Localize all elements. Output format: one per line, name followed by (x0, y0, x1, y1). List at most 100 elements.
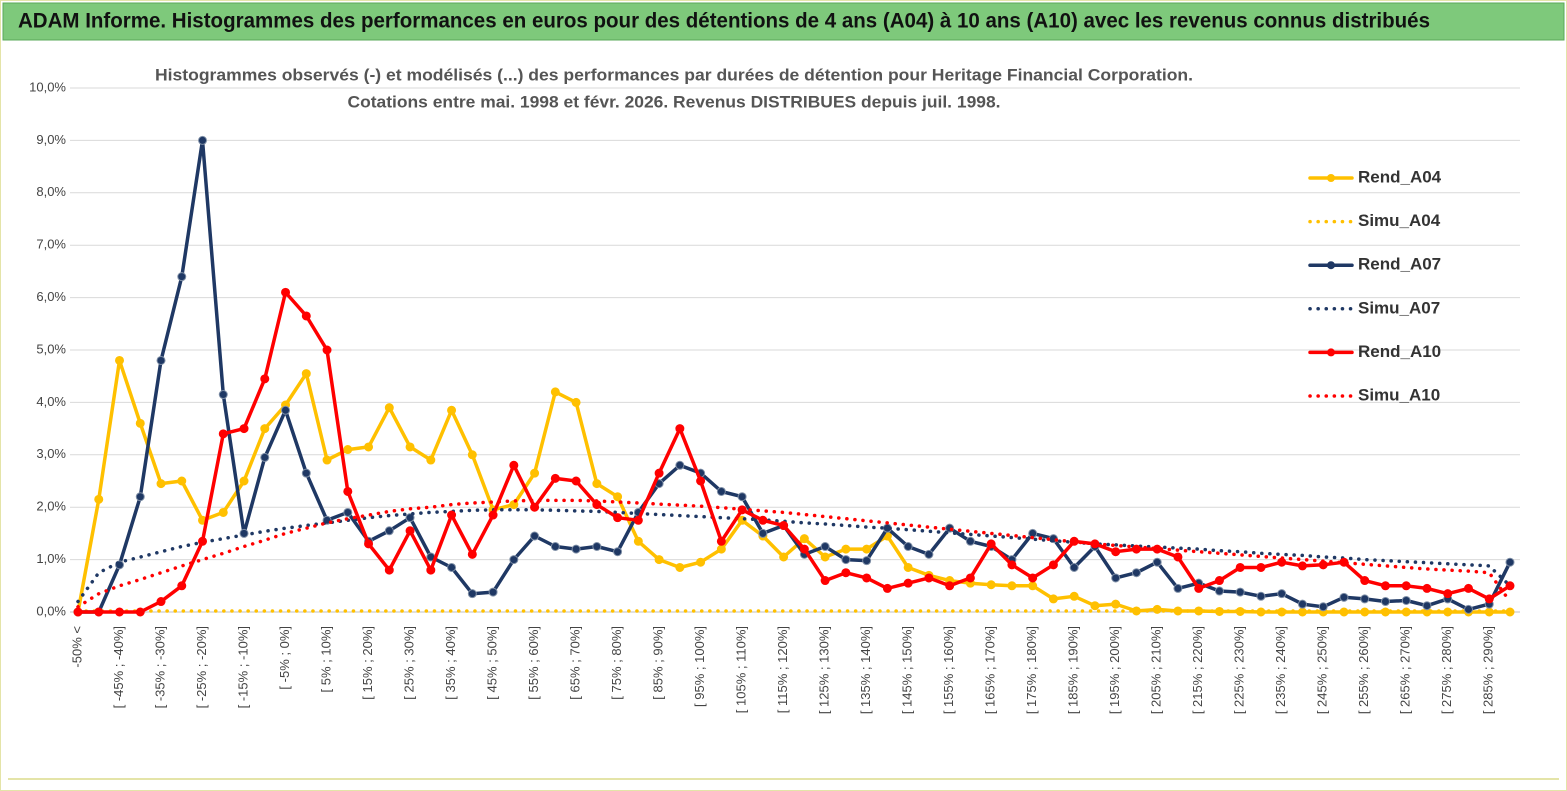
legend-marker (1327, 261, 1335, 270)
header-title: ADAM Informe. Histogrammes des performan… (18, 10, 1430, 33)
x-tick-label: [ 95% ; 100%] (692, 626, 707, 707)
y-tick-label: 3,0% (36, 446, 66, 461)
point (1360, 594, 1370, 604)
point (882, 583, 892, 593)
point (73, 607, 83, 617)
legend-marker (1327, 174, 1335, 182)
point (198, 135, 208, 145)
point (945, 581, 955, 591)
point (426, 565, 436, 575)
x-tick-label: [ 235% ; 240%] (1273, 626, 1288, 714)
x-tick-label: [ -5% ; 0%] (277, 626, 292, 690)
chart-subtitle: Histogrammes observés (-) et modélisés (… (155, 65, 1193, 84)
point (364, 442, 374, 452)
point (405, 442, 415, 452)
point (509, 555, 519, 565)
point (281, 287, 291, 297)
observed-line (76, 358, 1512, 614)
x-tick-label: [ 15% ; 20%] (360, 626, 375, 700)
point (1111, 573, 1121, 583)
point (1401, 595, 1411, 605)
point (550, 473, 560, 483)
point (571, 476, 581, 486)
point (1111, 547, 1121, 557)
x-tick-label: [ 245% ; 250%] (1315, 626, 1330, 714)
point (779, 552, 789, 562)
x-tick-label: [ 165% ; 170%] (983, 626, 998, 714)
point (467, 450, 477, 460)
point (1111, 599, 1121, 609)
observed-line (76, 290, 1512, 614)
y-tick-label: 7,0% (36, 237, 66, 252)
point (550, 542, 560, 551)
point (343, 486, 353, 496)
point (1339, 592, 1349, 602)
x-tick-label: [ 115% ; 120%] (775, 626, 790, 713)
y-tick-label: 5,0% (36, 341, 66, 356)
point (467, 589, 477, 599)
point (322, 455, 332, 465)
chart-subtitle: Cotations entre mai. 1998 et févr. 2026.… (348, 92, 1001, 111)
point (862, 573, 872, 583)
point (571, 397, 581, 407)
point (675, 562, 685, 572)
point (1214, 586, 1224, 596)
y-tick-label: 8,0% (36, 184, 66, 199)
legend-label: Simu_A04 (1358, 211, 1441, 230)
point (654, 468, 664, 478)
point (343, 445, 353, 455)
point (841, 544, 851, 554)
point (405, 513, 415, 523)
point (924, 549, 934, 559)
observed-line (76, 138, 1512, 614)
point (447, 405, 457, 415)
point (1256, 562, 1266, 572)
point (820, 542, 830, 551)
x-tick-label: [ 145% ; 150%] (900, 626, 915, 714)
x-tick-label: [ 135% ; 140%] (858, 626, 873, 714)
point (1505, 581, 1515, 591)
y-tick-label: 6,0% (36, 289, 66, 304)
point (592, 542, 602, 551)
point (1028, 581, 1038, 591)
x-tick-label: [ 175% ; 180%] (1024, 626, 1039, 714)
point (1048, 594, 1058, 604)
point (675, 424, 685, 434)
point (675, 460, 685, 470)
point (530, 468, 540, 478)
point (1297, 561, 1307, 571)
point (696, 557, 706, 567)
point (986, 539, 996, 549)
point (820, 552, 830, 562)
point (1028, 573, 1038, 583)
y-tick-label: 2,0% (36, 499, 66, 514)
point (1194, 583, 1204, 593)
y-tick-label: 10,0% (29, 79, 66, 94)
point (965, 573, 975, 583)
point (903, 542, 913, 551)
point (903, 578, 913, 588)
x-tick-label: [ 125% ; 130%] (817, 626, 832, 714)
point (737, 492, 747, 502)
point (1152, 557, 1162, 567)
point (135, 607, 145, 617)
point (156, 597, 166, 607)
point (405, 526, 415, 536)
x-tick-label: [ -35% ; -30%] (152, 626, 167, 708)
point (924, 573, 934, 583)
point (301, 468, 311, 478)
model-line (76, 498, 1512, 609)
x-tick-label: [ 45% ; 50%] (485, 626, 500, 700)
point (1173, 583, 1183, 593)
point (115, 355, 125, 365)
point (198, 536, 208, 546)
point (633, 536, 643, 546)
point (135, 492, 145, 502)
point (1422, 601, 1432, 611)
x-tick-label: [ -45% ; -40%] (111, 626, 126, 708)
y-tick-label: 9,0% (36, 132, 66, 147)
point (841, 568, 851, 578)
point (384, 403, 394, 413)
point (301, 311, 311, 321)
